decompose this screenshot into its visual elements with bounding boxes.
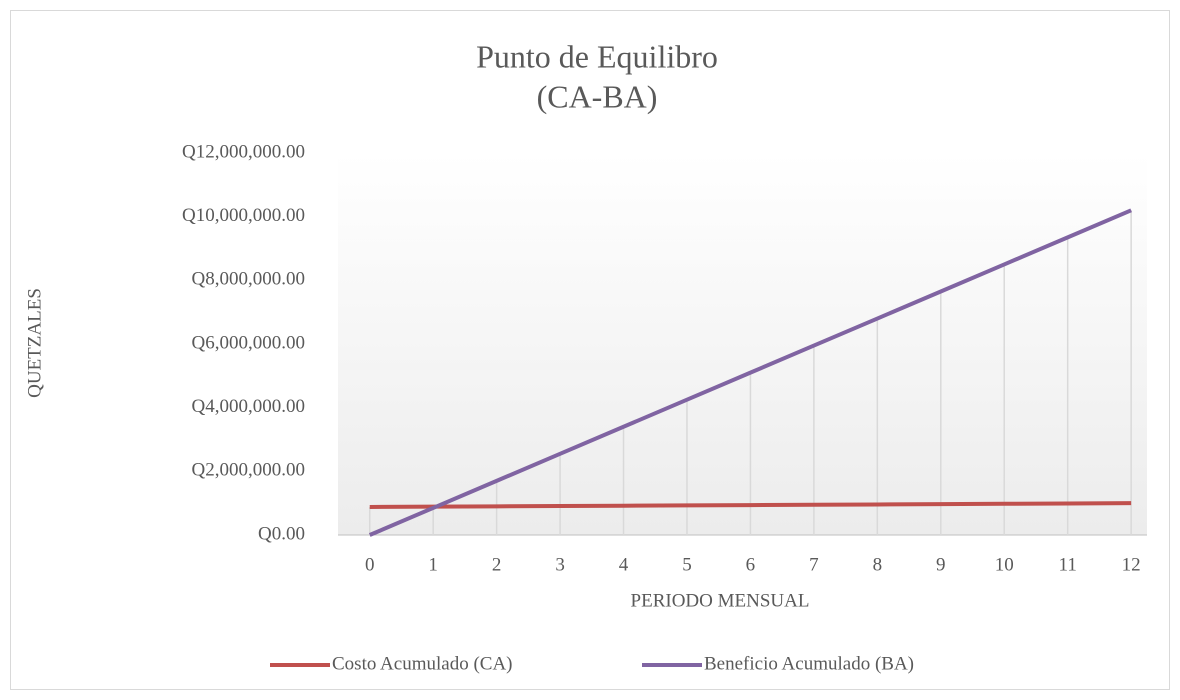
y-tick-label: Q4,000,000.00: [192, 396, 305, 417]
y-axis-label: QUETZALES: [24, 288, 45, 398]
x-tick-label: 1: [428, 554, 438, 575]
x-tick-label: 11: [1059, 554, 1077, 575]
series-line: [368, 208, 1132, 537]
x-tick-label: 5: [682, 554, 692, 575]
x-axis-label: PERIODO MENSUAL: [631, 590, 810, 611]
x-tick-label: 2: [492, 554, 502, 575]
x-tick-label: 8: [873, 554, 883, 575]
series-line: [369, 501, 1132, 509]
x-tick-label: 0: [365, 554, 375, 575]
y-tick-label: Q10,000,000.00: [182, 205, 305, 226]
x-tick-label: 10: [995, 554, 1014, 575]
y-tick-label: Q8,000,000.00: [192, 269, 305, 290]
legend-label: Costo Acumulado (CA): [332, 653, 513, 674]
x-tick-label: 4: [619, 554, 629, 575]
y-tick-label: Q12,000,000.00: [182, 141, 305, 162]
x-tick-label: 9: [936, 554, 946, 575]
y-tick-label: Q0.00: [258, 523, 305, 544]
chart-subtitle: (CA-BA): [537, 78, 658, 114]
y-tick-label: Q2,000,000.00: [192, 460, 305, 481]
legend-label: Beneficio Acumulado (BA): [704, 653, 914, 674]
plot-area: [338, 153, 1147, 535]
y-tick-label: Q6,000,000.00: [192, 332, 305, 353]
x-tick-label: 7: [809, 554, 819, 575]
chart-title: Punto de Equilibro: [476, 38, 718, 74]
x-tick-label: 12: [1122, 554, 1141, 575]
x-tick-label: 6: [746, 554, 756, 575]
x-tick-label: 3: [555, 554, 565, 575]
